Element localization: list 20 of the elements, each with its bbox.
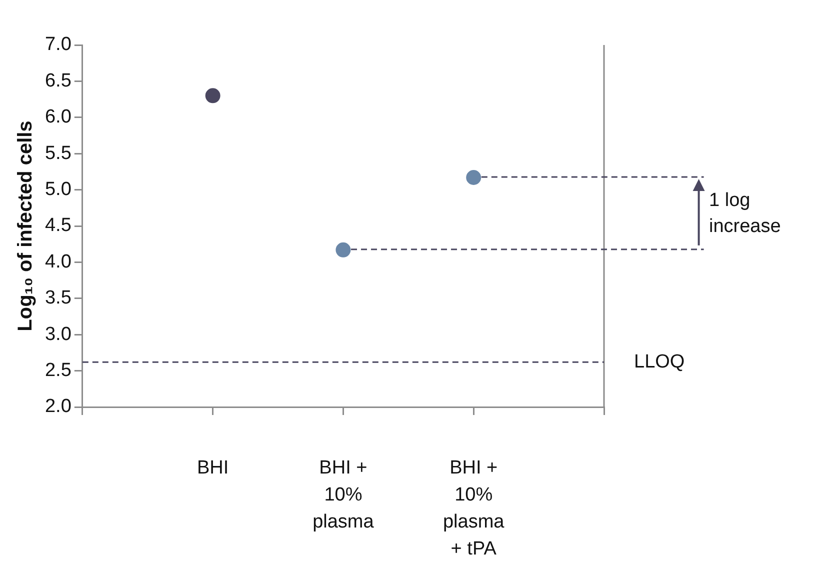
point: [336, 242, 351, 258]
y-tick-label: 6.5: [44, 70, 72, 92]
x-tick-label: BHI + 10% plasma + tPA: [442, 458, 505, 560]
ref-line-label: LLOQ: [634, 351, 685, 372]
y-tick-label: 6.0: [44, 106, 72, 128]
point: [466, 170, 482, 185]
x-tick-label: BHI: [196, 458, 229, 479]
y-tick-label: 3.0: [44, 324, 72, 345]
y-tick-label: 5.0: [44, 179, 72, 200]
y-tick-label: 4.0: [44, 251, 72, 272]
y-axis-title: Log₁₀ of infected cells: [14, 120, 37, 332]
point: [205, 88, 220, 104]
x-tick-label: BHI + 10% plasma: [312, 458, 374, 533]
y-tick-label: 7.0: [44, 34, 72, 56]
y-tick-label: 4.5: [44, 215, 72, 236]
text: 1 log increase: [709, 190, 781, 237]
y-tick-label: 3.5: [44, 288, 72, 309]
y-tick-label: 5.5: [44, 142, 72, 164]
y-tick-label: 2.0: [44, 396, 72, 418]
y-tick-label: 2.5: [44, 360, 72, 382]
